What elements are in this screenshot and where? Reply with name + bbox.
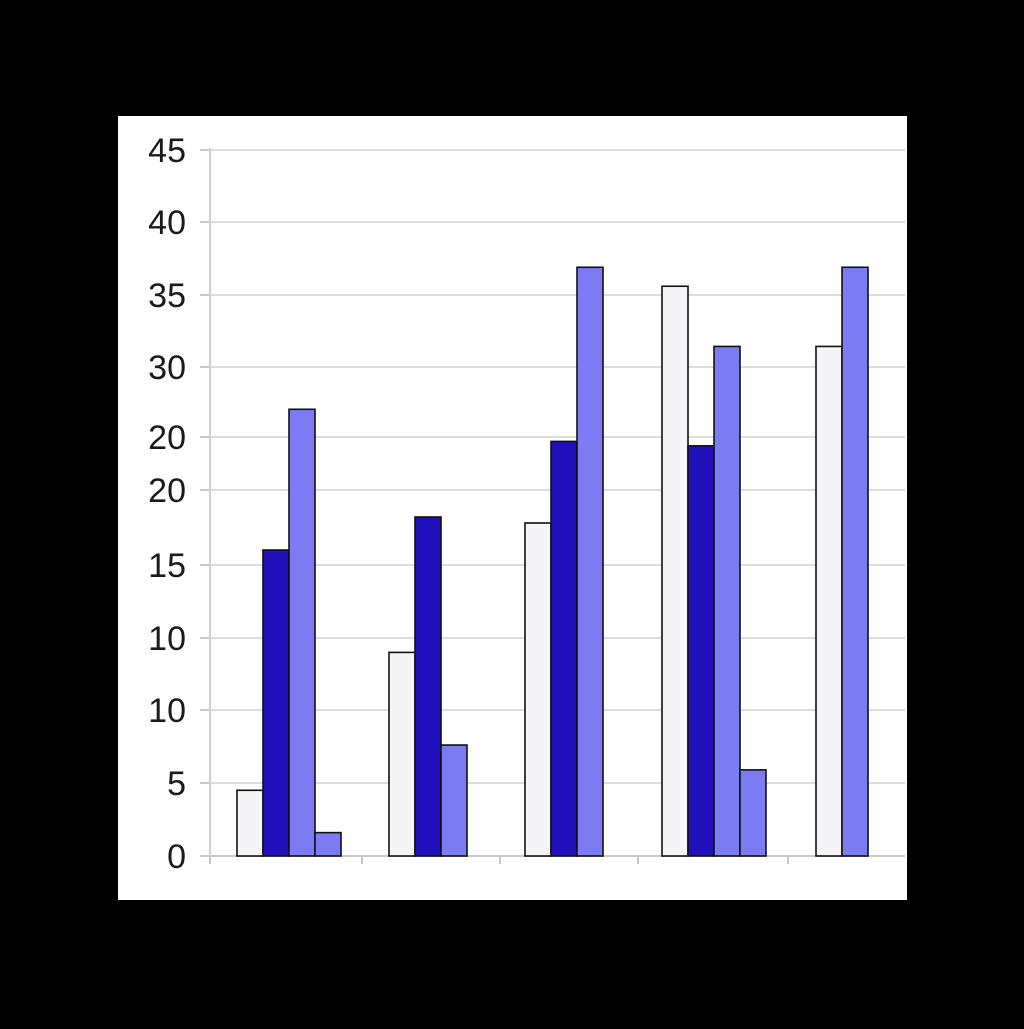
y-tick-label: 40: [148, 204, 186, 242]
bar: [388, 651, 416, 857]
bar-group: [388, 516, 468, 857]
bar-group: [524, 266, 604, 857]
bar: [841, 266, 869, 857]
y-tick-label: 0: [167, 838, 186, 876]
bars: [236, 266, 869, 857]
y-tick-label: 20: [148, 472, 186, 510]
bar: [576, 266, 604, 857]
y-tick-label: 45: [148, 132, 186, 170]
bar: [262, 549, 290, 857]
y-tick-label: 35: [148, 277, 186, 315]
bar: [550, 440, 578, 857]
plot-background: [118, 116, 907, 900]
x-axis: [209, 148, 789, 864]
y-tick-label: 15: [148, 547, 186, 585]
y-tick-label: 5: [167, 765, 186, 803]
bar-group: [815, 266, 869, 857]
y-tick-label: 30: [148, 349, 186, 387]
bar: [815, 345, 843, 857]
bar: [687, 445, 715, 857]
bar: [524, 522, 552, 857]
bar: [236, 789, 264, 857]
bar: [739, 769, 767, 857]
y-tick-label: 10: [148, 692, 186, 730]
y-axis-tick-labels: 0 5 10 10 15 20 20 30 35 40 45: [148, 132, 186, 876]
bar: [661, 285, 689, 857]
y-tick-label: 10: [148, 620, 186, 658]
y-tick-label: 20: [148, 419, 186, 457]
bar: [314, 831, 342, 857]
bar: [414, 516, 442, 857]
bar-group: [236, 408, 342, 857]
bar: [440, 744, 468, 857]
bar: [288, 408, 316, 857]
bar: [713, 345, 741, 857]
bar-group: [661, 285, 767, 857]
